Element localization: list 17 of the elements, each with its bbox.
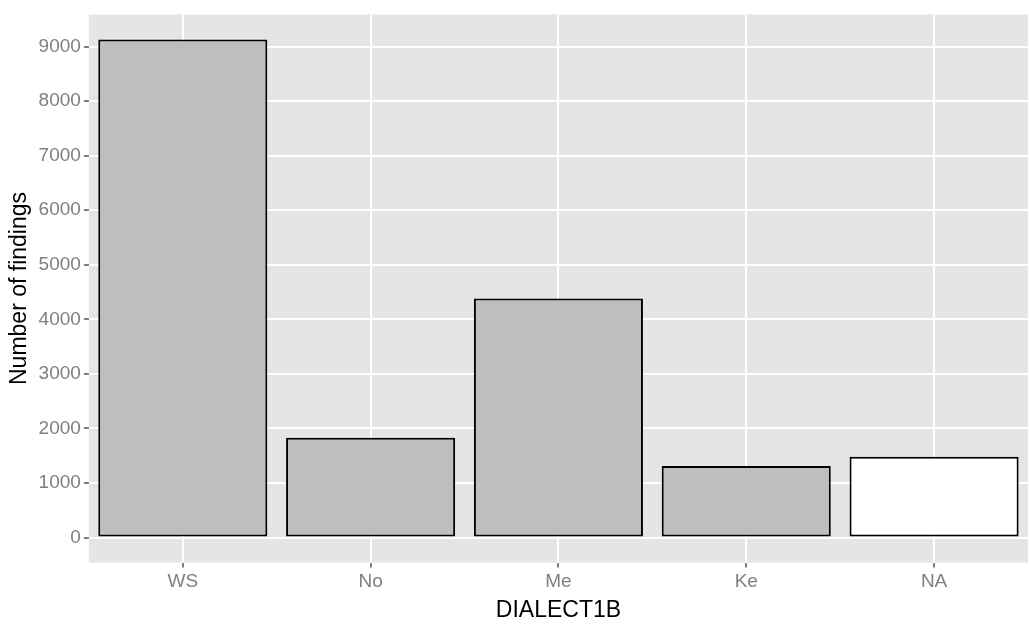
x-axis-title: DIALECT1B	[495, 595, 622, 622]
x-tick-label: Ke	[734, 570, 758, 592]
x-tick-label: WS	[167, 570, 199, 592]
x-tick-label: Me	[545, 570, 572, 592]
y-tick-label: 8000	[38, 89, 81, 111]
y-tick-label: 2000	[38, 416, 81, 438]
y-tick-label: 9000	[38, 34, 81, 56]
x-tick-label: No	[358, 570, 383, 592]
y-tick-label: 0	[70, 525, 81, 547]
y-tick-label: 6000	[38, 198, 81, 220]
x-tick-label: NA	[920, 570, 948, 592]
y-tick-label: 3000	[38, 362, 81, 384]
y-axis-title: Number of findings	[5, 191, 32, 386]
y-tick-label: 4000	[38, 307, 81, 329]
y-tick-label: 7000	[38, 143, 81, 165]
y-tick-label: 1000	[38, 471, 81, 493]
y-tick-label: 5000	[38, 253, 81, 275]
